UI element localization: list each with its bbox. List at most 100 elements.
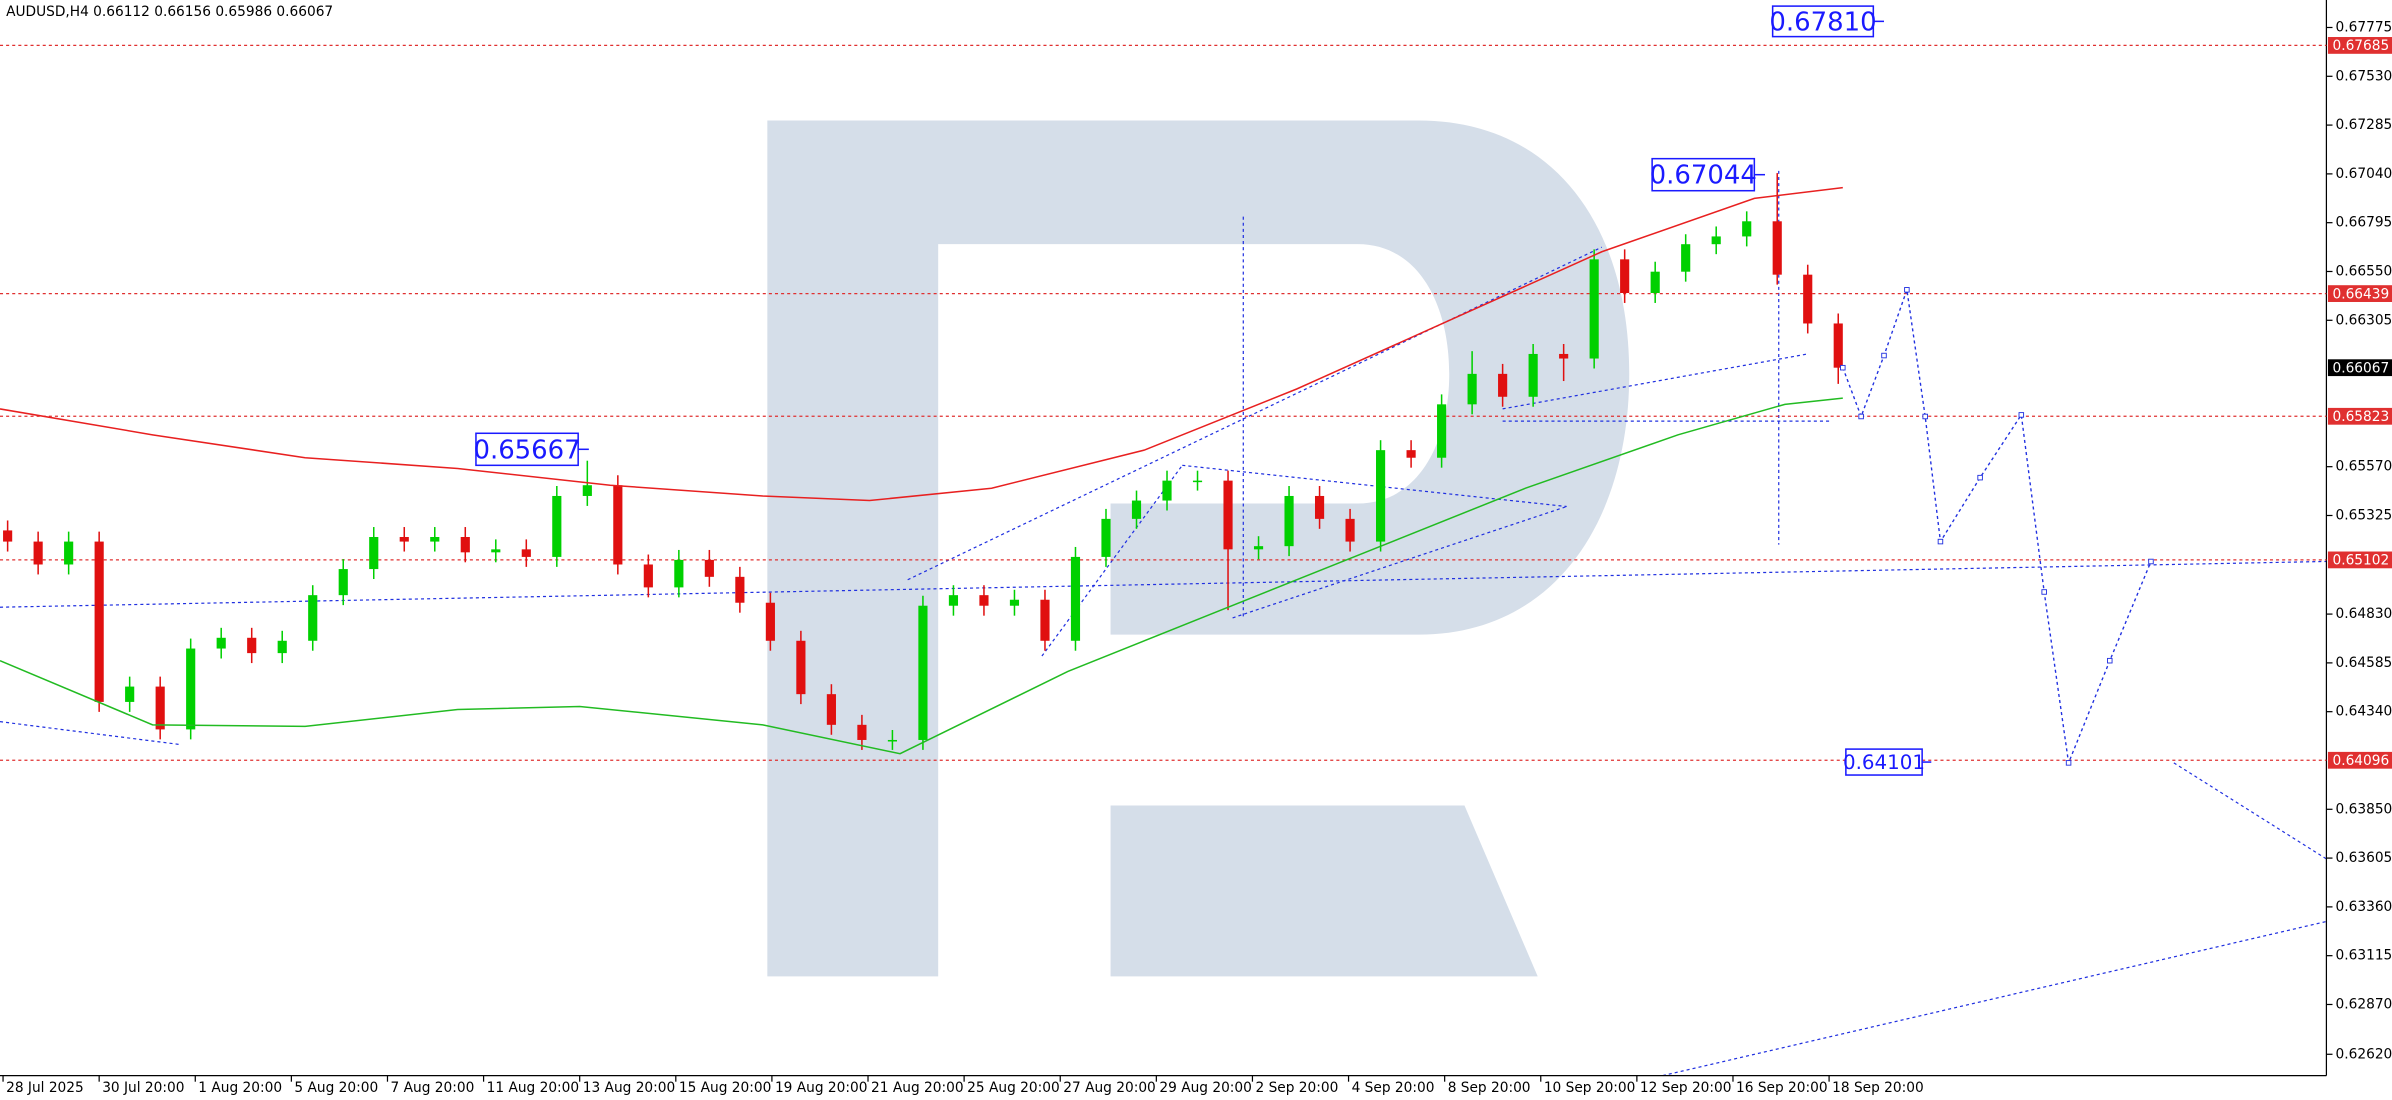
candle-body [948,595,959,606]
x-tick-label: 15 Aug 20:00 [679,1080,772,1096]
candle-body [1467,373,1477,405]
candle-body [826,694,836,725]
level-tag [2327,751,2392,769]
x-tick-label: 2 Sep 20:00 [1255,1080,1338,1096]
y-tick-label: 0.64830 [2336,606,2392,622]
y-tick-label: 0.65570 [2336,459,2392,475]
x-tick-label: 7 Aug 20:00 [391,1080,475,1096]
candle-body [33,541,43,565]
candle-body [613,485,623,565]
forecast-node [2041,589,2047,595]
candle-body [94,541,104,702]
last-price-label: 0.66067 [2333,360,2390,376]
candle-body [796,640,806,695]
y-tick-label: 0.62620 [2336,1046,2392,1062]
y-tick-label: 0.63360 [2336,899,2392,915]
candle-body [674,559,684,588]
y-tick-label: 0.63850 [2336,801,2392,817]
y-tick-label: 0.67285 [2336,117,2392,133]
candle-body [491,549,501,553]
forecast-node [2018,412,2025,418]
annotation-box [1771,5,1875,38]
candle-body [918,605,928,740]
y-tick-label: 0.63115 [2336,948,2392,964]
candle-body [1711,236,1721,245]
y-tick-label: 0.63605 [2336,850,2392,866]
candle-body [64,541,74,565]
candle-body [1406,450,1416,458]
level-label: 0.64096 [2333,753,2390,769]
y-tick-label: 0.64340 [2336,704,2392,720]
moving-average [0,186,1843,502]
forecast-node [1922,413,1928,420]
annotation: 0.65667 [473,435,580,465]
candle-body [1131,500,1142,519]
candle-body [1559,353,1569,359]
candle-body [704,559,714,577]
level-label: 0.66439 [2333,286,2390,302]
y-tick-label: 0.67775 [2336,19,2392,35]
candle-body [643,564,653,588]
x-tick-label: 30 Jul 20:00 [102,1080,184,1096]
candle-body [216,637,226,649]
channel-lines [0,170,2327,1077]
last-price-tag [2327,359,2392,377]
x-tick-label: 12 Sep 20:00 [1640,1080,1732,1096]
candle-body [552,495,562,557]
x-tick-label: 1 Aug 20:00 [198,1080,282,1096]
y-tick-label: 0.66795 [2336,215,2392,231]
candle-body [308,595,318,641]
level-tag [2327,551,2392,569]
candle-body [1314,495,1325,519]
x-tick-label: 5 Aug 20:00 [294,1080,378,1096]
x-tick-label: 27 Aug 20:00 [1063,1080,1156,1096]
candle-body [1345,518,1355,542]
y-tick-label: 0.66305 [2336,312,2392,328]
candle-body [1772,221,1782,275]
candle-body [1192,480,1203,483]
candle-body [186,648,196,730]
y-tick-label: 0.67530 [2336,68,2392,84]
x-tick-label: 19 Aug 20:00 [775,1080,868,1096]
y-tick-label: 0.67040 [2336,166,2392,182]
chart-title: AUDUSD,H4 0.66112 0.66156 0.65986 0.6606… [6,4,333,20]
candle-body [979,595,989,606]
candle-body [521,549,531,557]
x-tick-label: 25 Aug 20:00 [967,1080,1060,1096]
candle-body [399,536,409,542]
candle-body [1009,599,1020,606]
candle-body [1681,244,1691,272]
x-tick-label: 10 Sep 20:00 [1544,1080,1636,1096]
y-tick-label: 0.65325 [2336,507,2392,523]
x-tick-label: 18 Sep 20:00 [1832,1080,1924,1096]
candle-body [125,686,135,702]
annotation-box [1651,157,1756,192]
candle-body [1620,259,1630,293]
candle-body [1253,546,1264,550]
forecast-node [1840,364,1846,371]
forecast-node [2065,760,2072,766]
candle-body [1162,480,1172,501]
candle-body [765,602,775,641]
forecast-line [1842,289,2152,766]
level-tag [2327,37,2392,54]
x-tick-label: 8 Sep 20:00 [1448,1080,1531,1096]
y-tick-label: 0.62870 [2336,996,2392,1012]
level-label: 0.65102 [2333,553,2390,569]
candle-body [338,569,348,596]
x-tick-label: 21 Aug 20:00 [871,1080,964,1096]
candle-body [887,739,897,742]
candle-body [1070,556,1081,641]
forecast-node [1858,413,1864,420]
level-label: 0.67685 [2333,38,2390,54]
level-tag [2327,285,2392,302]
candle-body [857,724,867,740]
candle-body [1437,404,1447,458]
x-tick-label: 11 Aug 20:00 [487,1080,580,1096]
level-label: 0.65823 [2333,409,2390,425]
annotation: 0.67044 [1650,161,1757,191]
candle-body [1833,323,1843,368]
forecast-node [2148,558,2154,565]
candle-body [582,485,592,496]
